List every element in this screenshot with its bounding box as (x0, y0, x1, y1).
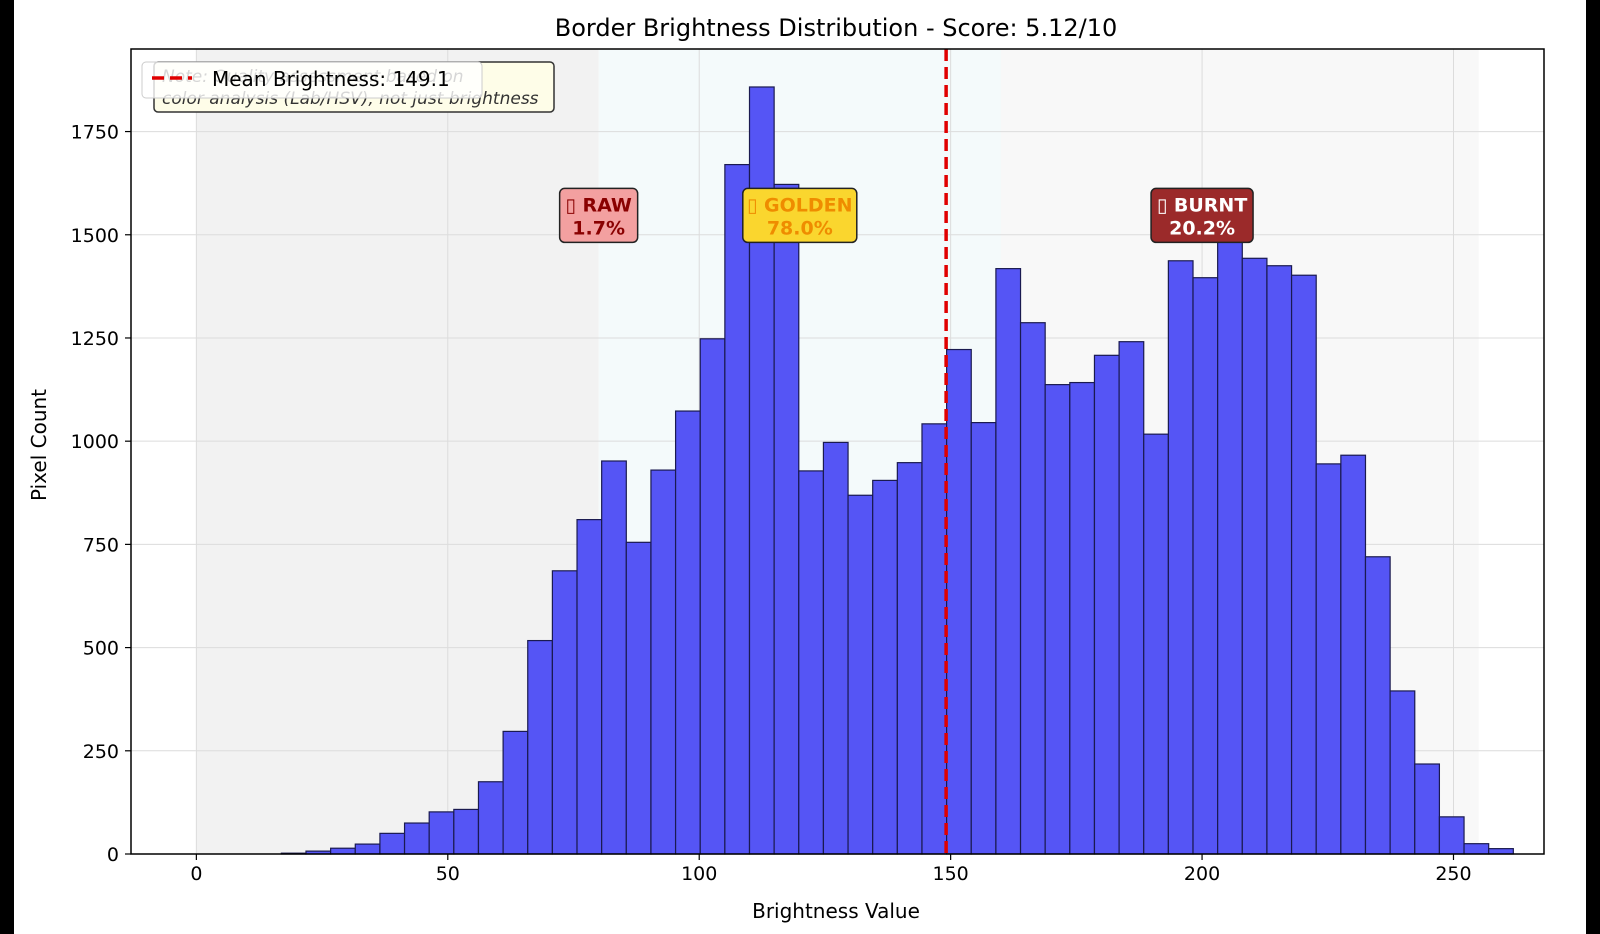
histogram-bar (1266, 265, 1293, 855)
histogram-bar (601, 460, 627, 855)
histogram-bar (724, 163, 751, 855)
y-axis-title: Pixel Count (27, 389, 51, 501)
chart-title: Border Brightness Distribution - Score: … (555, 14, 1118, 42)
histogram-bar (1438, 816, 1465, 855)
chart-figure: Border Brightness Distribution - Score: … (14, 0, 1586, 934)
histogram-bar (1488, 848, 1514, 855)
histogram-bar (502, 730, 529, 855)
y-tick-label: 1250 (71, 328, 119, 350)
histogram-bar (576, 519, 603, 855)
histogram-bar (1340, 454, 1367, 855)
annotation-box (558, 187, 639, 244)
y-tick-label: 1750 (71, 122, 119, 144)
annotation-percent: 1.7% (572, 217, 625, 239)
annotation-label: ▯ RAW (565, 194, 632, 216)
histogram-bar (1414, 763, 1441, 855)
histogram-bar (477, 781, 504, 855)
histogram-bar (872, 479, 898, 855)
histogram-bar (551, 570, 578, 855)
plot-frame (130, 48, 1545, 855)
histogram-bar (1217, 234, 1243, 855)
histogram-bar (1019, 322, 1046, 855)
histogram-bar (1143, 433, 1169, 855)
histogram-bar (674, 410, 701, 855)
annotation-percent: 20.2% (1169, 217, 1235, 239)
histogram-bar (1463, 843, 1490, 855)
legend-label: Mean Brightness: 149.1 (212, 67, 450, 91)
annotation-box (1150, 187, 1254, 244)
y-tick-label: 0 (107, 844, 119, 866)
histogram-bar (1118, 341, 1145, 855)
x-tick-label: 250 (1435, 863, 1471, 885)
histogram-bar (330, 847, 356, 855)
histogram-bar (847, 494, 874, 855)
histogram-chart: Border Brightness Distribution - Score: … (27, 14, 1545, 923)
histogram-bar (1192, 277, 1219, 855)
x-tick-label: 0 (190, 863, 202, 885)
histogram-bar (773, 183, 800, 855)
histogram-bar (625, 541, 652, 855)
histogram-bar (896, 462, 923, 855)
histogram-bar (527, 639, 553, 855)
histogram-bar (1290, 274, 1317, 855)
y-tick-label: 1000 (71, 431, 119, 453)
annotation-percent: 78.0% (767, 217, 833, 239)
histogram-bar (1044, 384, 1071, 855)
histogram-bar (403, 822, 430, 855)
annotation-label: ▯ GOLDEN (747, 194, 853, 216)
legend-frame (141, 61, 483, 99)
y-tick-label: 750 (83, 534, 119, 556)
histogram-bar (1315, 463, 1342, 855)
x-axis-title: Brightness Value (752, 899, 920, 923)
x-tick-label: 50 (436, 863, 460, 885)
histogram-bar (1364, 556, 1391, 855)
histogram-bar (1389, 690, 1416, 855)
histogram-bar (921, 423, 948, 855)
x-tick-label: 150 (933, 863, 969, 885)
y-tick-label: 1500 (71, 225, 119, 247)
x-tick-label: 100 (681, 863, 717, 885)
histogram-bar (699, 338, 726, 855)
histogram-bar (1093, 354, 1120, 855)
legend: Mean Brightness: 149.1 (141, 61, 483, 99)
histogram-bar (379, 832, 406, 855)
histogram-bar (1167, 260, 1194, 855)
histogram-bar (946, 348, 972, 855)
annotation-label: ▯ BURNT (1157, 194, 1248, 216)
x-tick-label: 200 (1184, 863, 1220, 885)
histogram-bar (822, 441, 849, 855)
histogram-bar (995, 268, 1022, 855)
histogram-bar (1069, 381, 1096, 855)
histogram-bar (970, 422, 997, 855)
histogram-bar (650, 469, 677, 855)
histogram-bar (354, 843, 381, 855)
y-tick-label: 500 (83, 638, 119, 660)
annotation-box (742, 187, 858, 244)
histogram-bar (798, 470, 825, 855)
y-tick-label: 250 (83, 741, 119, 763)
histogram-bar (1241, 257, 1268, 855)
histogram-bar (453, 808, 480, 855)
histogram-bar (428, 811, 455, 855)
